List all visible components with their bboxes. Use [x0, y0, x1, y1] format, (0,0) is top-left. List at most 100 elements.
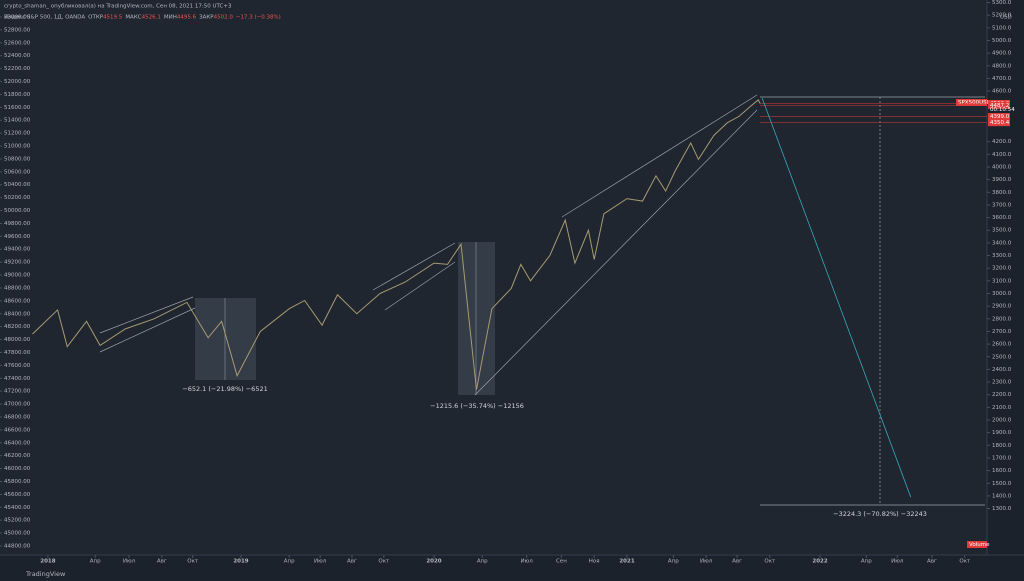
y2-tick-label: 52000.00: [4, 79, 31, 85]
y-tick-label: 3700.0: [992, 202, 1012, 208]
y2-tick-label: 52200.00: [4, 66, 31, 72]
y-tick-label: 4600.0: [992, 89, 1012, 95]
x-tick-label: 2021: [619, 559, 634, 565]
annotation: −1215.6 (−35.74%) −12156: [430, 402, 524, 410]
annotation-box: [190, 384, 260, 393]
y2-tick-label: 45800.00: [4, 479, 31, 485]
y-tick-label: 4700.0: [992, 76, 1012, 82]
x-tick-label: Апр: [861, 559, 872, 565]
chart-title: crypto_shaman_ опубликовал(а) на Trading…: [4, 4, 232, 10]
y2-tick-label: 49000.00: [4, 273, 31, 279]
y-tick-label: 3300.0: [992, 253, 1012, 259]
legend: Индекс S&P 500, 1Д, OANDA ОТКР 4519.5 МАКС 4…: [4, 15, 281, 21]
y-tick-label: 3800.0: [992, 190, 1012, 196]
y2-tick-label: 49200.00: [4, 260, 31, 266]
y-tick-label: 3500.0: [992, 228, 1012, 234]
channel-line: [99, 296, 194, 334]
y2-tick-label: 45200.00: [4, 518, 31, 524]
x-tick-label: Сен: [556, 559, 567, 565]
range-shade: [195, 298, 256, 380]
y2-tick-label: 51400.00: [4, 118, 31, 124]
legend-text: 4519.5: [103, 15, 123, 21]
y2-tick-label: 47600.00: [4, 363, 31, 369]
y-tick-label: 3900.0: [992, 177, 1012, 183]
y2-tick-label: 45600.00: [4, 492, 31, 498]
legend-text: МИН: [164, 15, 177, 21]
legend-text: ЗАКР: [199, 15, 214, 21]
x-tick-label: Июл: [891, 559, 904, 565]
y2-tick-label: 48200.00: [4, 324, 31, 330]
y2-tick-label: 47400.00: [4, 376, 31, 382]
y2-tick-label: 52800.00: [4, 27, 31, 33]
y-tick-label: 4000.0: [992, 164, 1012, 170]
y-tick-label: 1600.0: [992, 468, 1012, 474]
y2-tick-label: 47200.00: [4, 389, 31, 395]
y2-tick-label: 45000.00: [4, 531, 31, 537]
y-tick-label: 4200.0: [992, 139, 1012, 145]
y-tick-label: 2300.0: [992, 380, 1012, 386]
y2-tick-label: 50200.00: [4, 195, 31, 201]
x-tick-label: Июл: [314, 559, 327, 565]
symbol-tag: [956, 99, 987, 106]
y2-tick-label: 49800.00: [4, 221, 31, 227]
projection-line: [761, 97, 912, 498]
x-tick-label: Авг: [927, 559, 937, 565]
y-tick-label: 5100.0: [992, 25, 1012, 31]
y-tick-label: 2100.0: [992, 405, 1012, 411]
x-tick-label: Июл: [700, 559, 713, 565]
y-tick-label: 1700.0: [992, 455, 1012, 461]
x-tick-label: Апр: [668, 559, 679, 565]
channel-line: [474, 109, 758, 396]
y-tick-label: 4100.0: [992, 152, 1012, 158]
y-tick-label: 3000.0: [992, 291, 1012, 297]
price-tag-text: 4487.2: [990, 103, 1009, 109]
y-tick-label: 3400.0: [992, 240, 1012, 246]
legend-text: 4502.0: [214, 15, 234, 21]
y2-tick-label: 45400.00: [4, 505, 31, 511]
y2-tick-label: 49600.00: [4, 234, 31, 240]
price-tag: [988, 101, 1010, 109]
y2-tick-label: 52600.00: [4, 40, 31, 46]
y-tick-label: 5200.0: [992, 13, 1012, 19]
legend-text: −17.3 (−0.38%): [236, 15, 281, 21]
x-tick-label: Июл: [123, 559, 136, 565]
y-tick-label: 2000.0: [992, 418, 1012, 424]
x-tick-label: 2018: [40, 559, 55, 565]
channel-line: [384, 261, 456, 311]
countdown: 00:10:54: [990, 107, 1015, 113]
annotation: −3224.3 (−70.82%) −32243: [833, 510, 927, 518]
x-tick-label: 2019: [233, 559, 248, 565]
price-line-series: [32, 99, 761, 390]
x-tick-label: Окт: [378, 559, 390, 565]
price-axis: [987, 0, 1024, 555]
channel-line: [561, 94, 758, 218]
y2-tick-label: 51800.00: [4, 92, 31, 98]
y-tick-label: 1400.0: [992, 493, 1012, 499]
y2-tick-label: 46000.00: [4, 466, 31, 472]
x-tick-label: 2022: [812, 559, 827, 565]
trend-lines: [99, 94, 985, 506]
y-tick-label: 5300.0: [992, 0, 1012, 6]
y-tick-label: 5000.0: [992, 38, 1012, 44]
x-tick-label: Авг: [157, 559, 167, 565]
x-tick-label: Окт: [959, 559, 971, 565]
x-tick-label: Окт: [187, 559, 199, 565]
y-tick-label: 2400.0: [992, 367, 1012, 373]
y-tick-label: 2500.0: [992, 354, 1012, 360]
y-tick-label: 1800.0: [992, 443, 1012, 449]
y2-tick-label: 50800.00: [4, 156, 31, 162]
symbol-tag-text: SPX500USD: [958, 100, 991, 106]
y2-tick-label: 48600.00: [4, 298, 31, 304]
y-tick-label: 1900.0: [992, 430, 1012, 436]
price-tag-text: 4350.4: [990, 120, 1010, 126]
y-tick-label: 4900.0: [992, 51, 1012, 57]
y2-tick-label: 53000.00: [4, 15, 31, 21]
range-shade: [458, 242, 495, 395]
x-tick-label: Авг: [732, 559, 742, 565]
y2-tick-label: 48800.00: [4, 285, 31, 291]
time-axis: [0, 555, 1024, 581]
x-tick-label: Июл: [521, 559, 534, 565]
y2-tick-label: 51200.00: [4, 131, 31, 137]
